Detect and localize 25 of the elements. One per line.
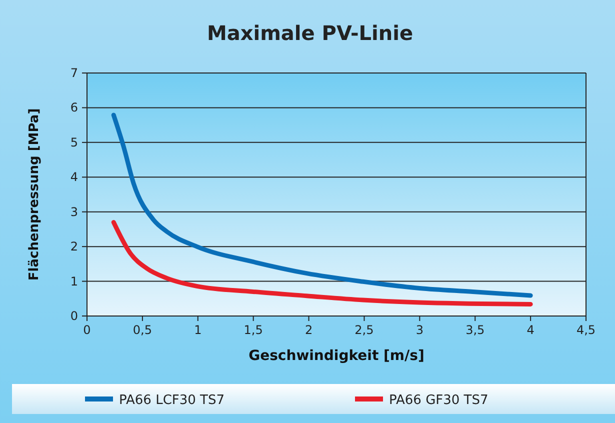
y-tick-label: 3 xyxy=(70,204,78,219)
x-tick-label: 1,5 xyxy=(244,323,263,337)
y-tick-label: 5 xyxy=(70,135,78,150)
x-tick-label: 4,5 xyxy=(576,323,596,337)
x-axis-title: Geschwindigkeit [m/s] xyxy=(248,348,424,364)
y-tick-label: 2 xyxy=(70,240,78,254)
x-tick-label: 1 xyxy=(194,323,202,337)
y-tick-label: 7 xyxy=(70,66,78,80)
x-tick-label: 0,5 xyxy=(132,323,152,337)
chart-title: Maximale PV-Linie xyxy=(206,21,414,45)
y-tick-label: 0 xyxy=(70,309,78,323)
line-series xyxy=(111,112,533,298)
y-tick-label: 1 xyxy=(70,274,78,288)
x-tick-label: 4 xyxy=(526,323,534,337)
line-series xyxy=(111,220,533,306)
legend-label: PA66 LCF30 TS7 xyxy=(119,393,225,408)
x-tick-label: 3 xyxy=(416,323,424,337)
legend-label: PA66 GF30 TS7 xyxy=(389,393,488,408)
x-tick-label: 2 xyxy=(304,323,313,337)
y-tick-label: 6 xyxy=(70,100,78,115)
x-tick-label: 0 xyxy=(83,323,91,337)
y-tick-label: 4 xyxy=(70,170,78,184)
y-axis-title: Flächenpressung [MPa] xyxy=(27,108,42,281)
x-tick-label: 2,5 xyxy=(354,323,374,337)
x-tick-label: 3,5 xyxy=(466,323,485,337)
